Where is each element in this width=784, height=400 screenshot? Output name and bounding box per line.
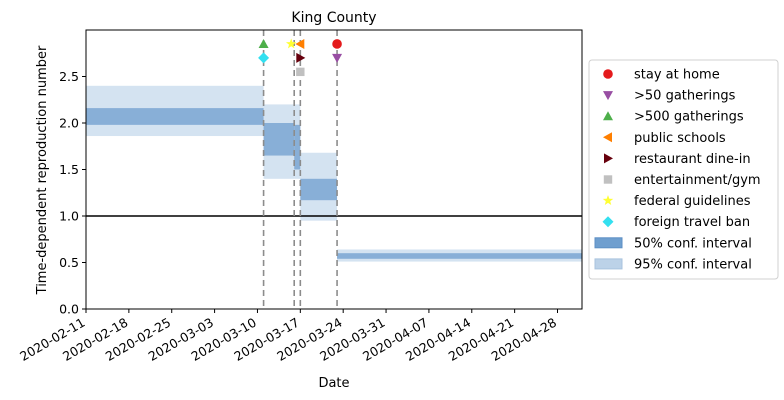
y-tick-label-1: 0.5 xyxy=(59,255,79,270)
legend-label-2: >500 gatherings xyxy=(634,110,744,125)
ci50-band-3 xyxy=(300,178,338,201)
legend-label-4: restaurant dine-in xyxy=(634,152,751,167)
legend-box xyxy=(588,59,779,280)
ci50-band-2 xyxy=(294,124,301,170)
legend-ci-label-0: 50% conf. interval xyxy=(634,236,752,251)
legend-label-3: public schools xyxy=(634,131,726,146)
chart-title: King County xyxy=(291,10,376,26)
legend-marker-2 xyxy=(603,111,613,121)
legend-label-6: federal guidelines xyxy=(634,194,751,209)
legend-marker-4 xyxy=(604,153,613,164)
legend-swatch-0 xyxy=(594,237,623,249)
legend-marker-6 xyxy=(602,195,614,206)
event-marker-3 xyxy=(295,38,305,49)
legend-marker-1 xyxy=(603,91,613,101)
legend-marker-7 xyxy=(602,216,614,228)
event-marker-4 xyxy=(296,52,306,63)
legend-swatch-1 xyxy=(594,258,623,270)
ci50-band-1 xyxy=(263,123,295,156)
legend-label-5: entertainment/gym xyxy=(634,173,761,188)
y-tick-label-0: 0.0 xyxy=(59,302,79,317)
ci50-band-4 xyxy=(337,253,582,259)
legend-label-0: stay at home xyxy=(634,68,720,83)
y-tick-label-2: 1.0 xyxy=(59,209,79,224)
x-axis-label: Date xyxy=(318,376,349,391)
legend-marker-3 xyxy=(603,132,612,143)
legend-label-7: foreign travel ban xyxy=(634,215,750,230)
legend-ci-label-1: 95% conf. interval xyxy=(634,257,752,272)
event-marker-6 xyxy=(285,38,297,49)
legend: stay at home >50 gatherings >500 gathering… xyxy=(588,59,779,280)
x-axis: 2020-02-112020-02-182020-02-252020-03-03… xyxy=(17,309,559,364)
legend-marker-0 xyxy=(603,69,613,79)
y-tick-label-3: 1.5 xyxy=(59,162,79,177)
y-tick-label-4: 2.0 xyxy=(59,116,79,131)
legend-label-1: >50 gatherings xyxy=(634,89,736,104)
y-tick-label-5: 2.5 xyxy=(59,69,79,84)
plot-content xyxy=(86,30,582,309)
ci50-band-0 xyxy=(86,108,264,125)
event-marker-2 xyxy=(258,38,269,48)
event-marker-5 xyxy=(296,67,305,77)
legend-marker-5 xyxy=(603,175,613,184)
plot-area xyxy=(85,29,583,310)
y-axis: 0.0 0.5 1.0 1.5 2.0 2.5 xyxy=(59,69,86,317)
y-axis-label: Time-dependent reproduction number xyxy=(35,45,50,295)
event-marker-1 xyxy=(332,53,343,63)
event-marker-7 xyxy=(258,52,270,64)
event-marker-0 xyxy=(332,39,342,49)
